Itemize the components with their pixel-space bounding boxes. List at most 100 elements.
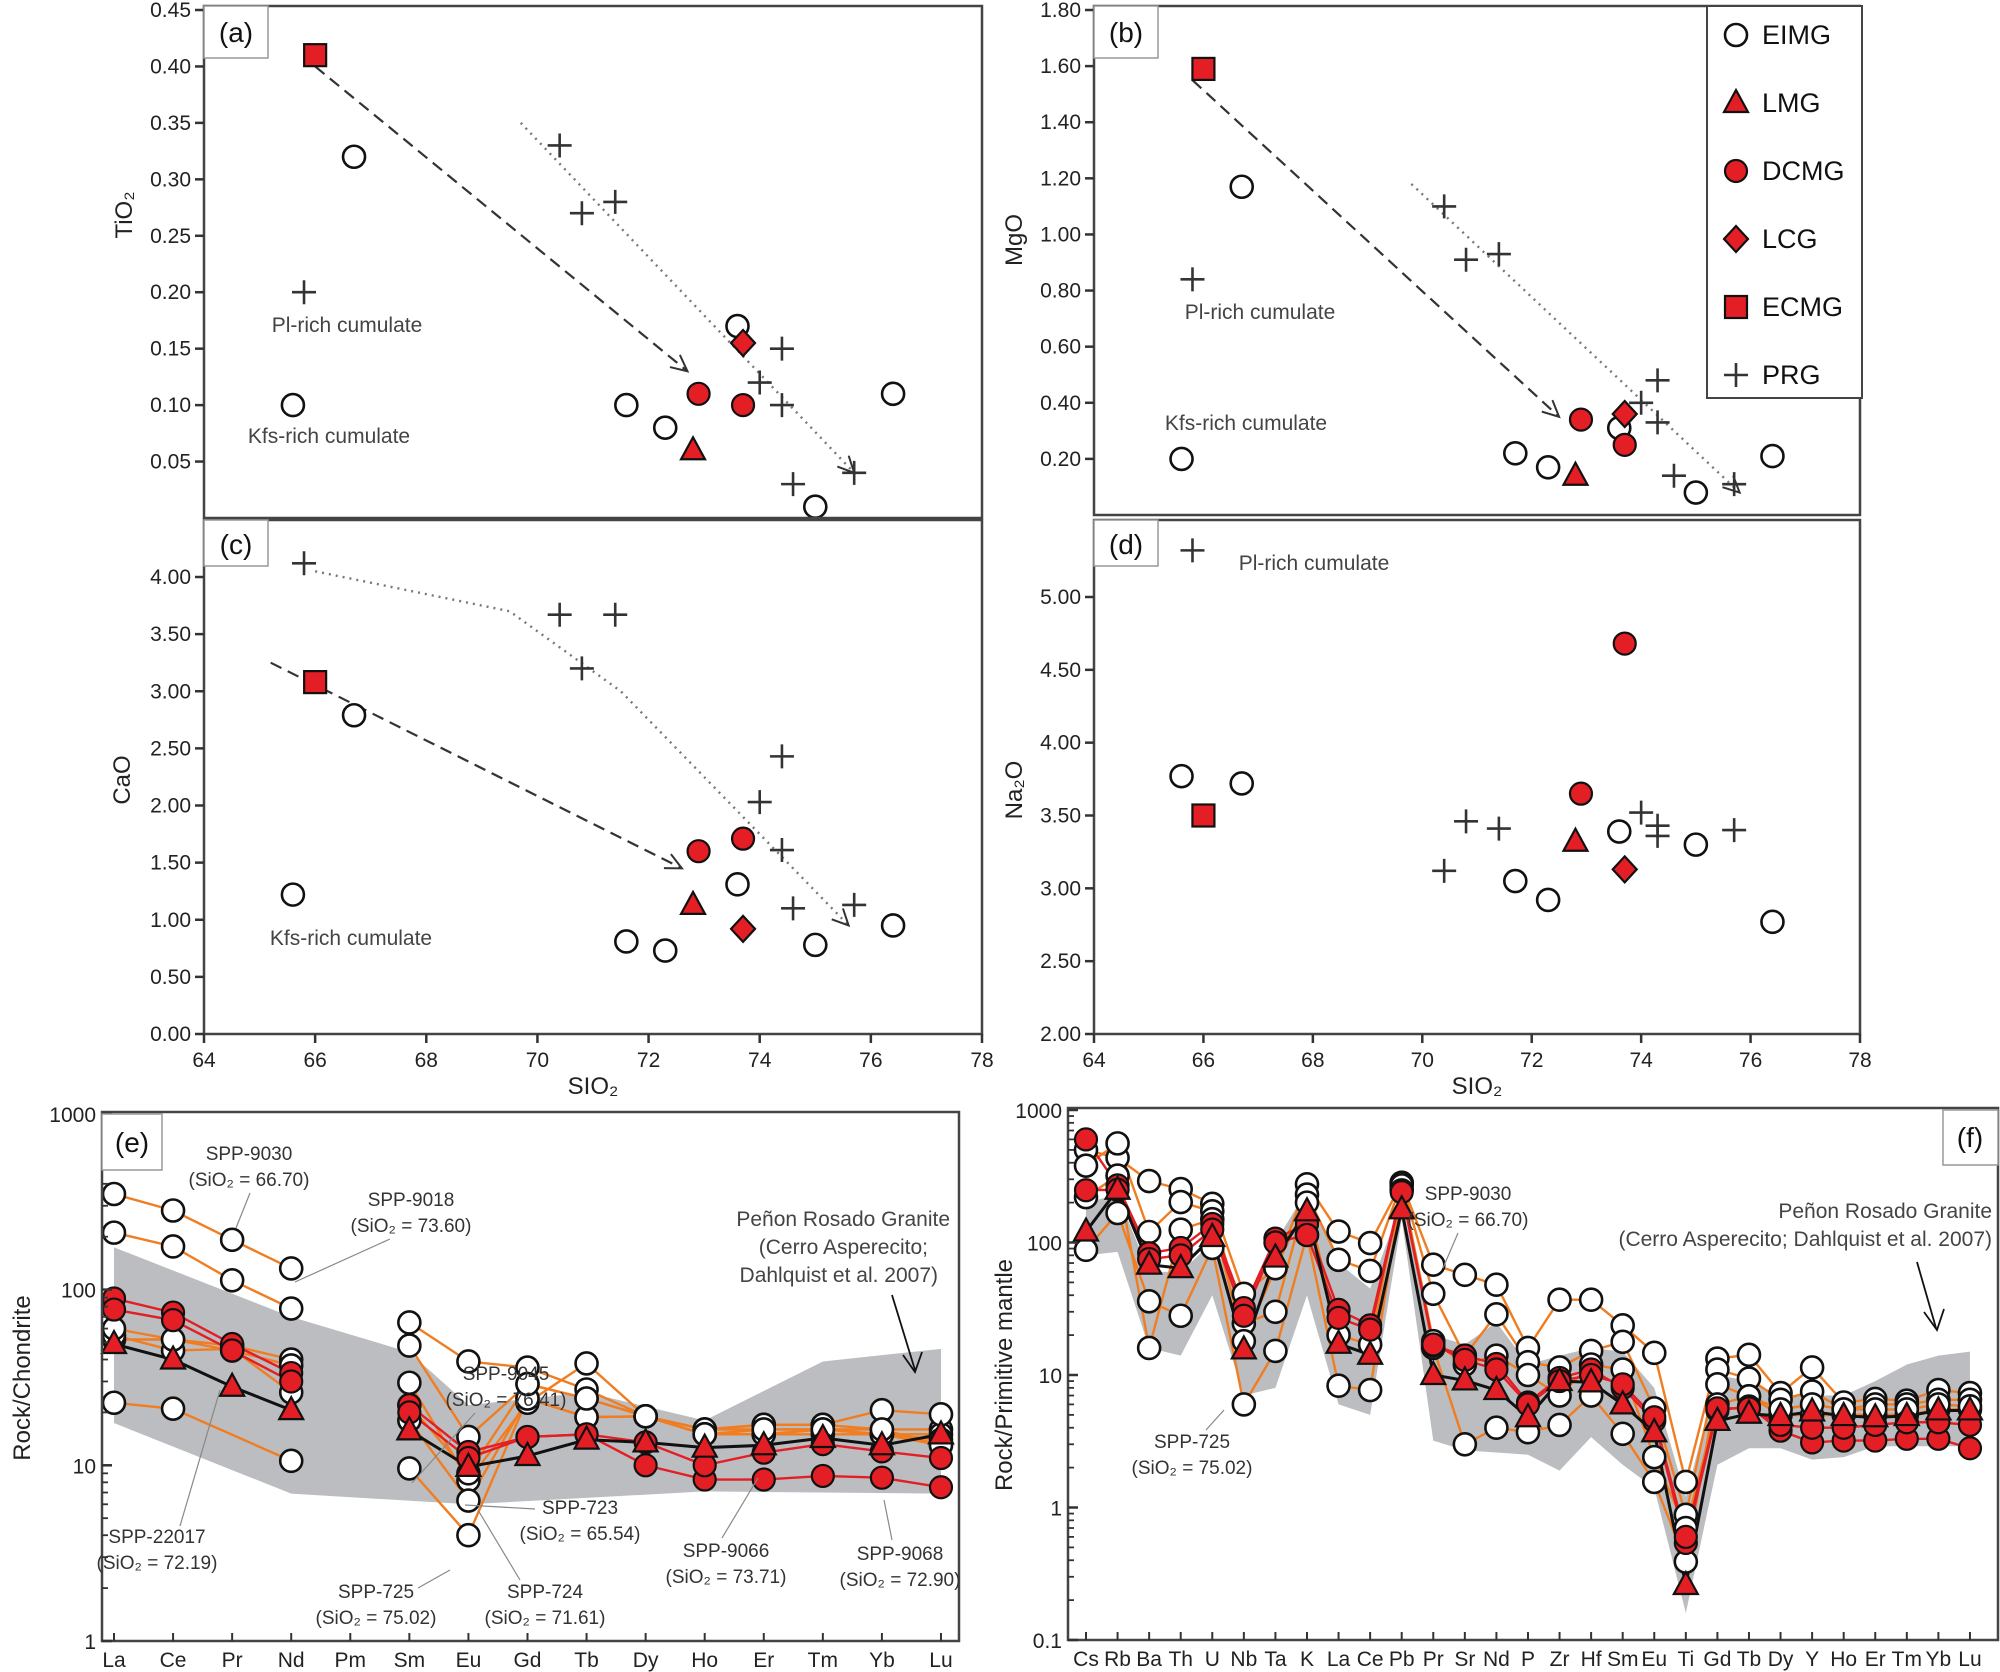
annotation-e-spp-9018: SPP-9018 (SiO₂ = 73.60) [294,1190,471,1283]
y-tick-label: 0.20 [1040,448,1081,471]
point-eimg [341,702,367,728]
point-eimg [160,1396,186,1421]
point-lmg [1198,1221,1227,1248]
label-line: Peñon Rosado Granite [736,1208,950,1231]
y-tick-label: 1.00 [1040,223,1081,246]
point-eimg [456,1488,481,1513]
x-tick-label: Nd [1483,1648,1510,1671]
legend-label-eimg: EIMG [1762,20,1831,50]
point-lmg [679,889,707,915]
point-eimg [1641,1469,1667,1495]
point-lmg [1608,1389,1637,1415]
x-tick-label: Sm [394,1649,426,1672]
y-tick-label: 10 [1039,1365,1062,1388]
label-line: SPP-9030 [206,1144,293,1165]
point-eimg [633,1404,658,1429]
label-line: (Cerro Asperecito; Dahlquist et al. 2007… [1618,1228,1992,1251]
point-eimg [1578,1287,1604,1313]
point-eimg [101,1220,127,1245]
annotation-f-spp-725: SPP-725 (SiO₂ = 75.02) [1132,1409,1253,1479]
legend-label-dcmg: DCMG [1762,156,1845,186]
sample-line-dcmg [408,1411,942,1467]
sample-line-eimg [408,1382,942,1476]
label-line: SPP-9068 [857,1544,944,1565]
y-tick-label: 0.80 [1040,280,1081,303]
plot-frame [100,1110,961,1643]
label-line: (SiO₂ = 75.02) [1132,1458,1253,1479]
point-prg [781,472,806,497]
legend-label-lmg: LMG [1762,88,1821,118]
label-line: (SiO₂ = 65.54) [520,1524,641,1545]
ylabel-d: Na₂O [1001,761,1028,820]
leader-line [294,1238,391,1283]
point-eimg [1683,480,1709,505]
y-tick-label: 0.25 [150,225,191,248]
annotation-f-spp-9030: SPP-9030 (SiO₂ = 66.70) [1408,1184,1529,1269]
point-dcmg [220,1338,245,1363]
y-tick-label: 0.40 [1040,392,1081,415]
y-tick-label: 0.1 [1033,1630,1062,1653]
point-lmg [1892,1400,1921,1427]
point-eimg [278,1256,304,1281]
x-tick-label: Gd [1703,1648,1731,1671]
x-tick-label: Th [1168,1648,1193,1671]
point-prg [603,602,628,627]
point-eimg [1641,1340,1667,1366]
annotation-a-kfs-rich: Kfs-rich cumulate [248,425,410,448]
point-prg [547,133,572,158]
trend-line-dotted [519,122,856,474]
label-line: (SiO₂ = 76.41) [446,1390,567,1411]
point-eimg [1073,1153,1099,1178]
arrow-icon [1916,1261,1937,1329]
x-tick-label: Pb [1389,1648,1415,1671]
y-tick-label: 2.00 [1040,1023,1081,1046]
point-ecmg [1191,803,1216,828]
point-dcmg [160,1308,186,1333]
point-eimg [1263,1338,1288,1364]
point-lmg [159,1344,187,1370]
legend-marker-prg [1724,363,1748,387]
legend-label-prg: PRG [1762,360,1821,390]
sample-line-eimg [408,1361,942,1483]
point-eimg [1169,763,1194,789]
point-dcmg [1568,407,1594,432]
point-lcg [729,328,757,358]
point-lmg [1103,1174,1132,1200]
point-lcg [1611,399,1639,429]
x-tick-label: Cs [1073,1648,1099,1671]
point-lmg [868,1429,896,1456]
point-eimg [280,392,306,418]
y-tick-label: 2.50 [1040,950,1081,973]
plot-frame [202,518,984,1036]
x-tick-label: Gd [513,1649,541,1672]
x-tick-label: Tb [574,1649,599,1672]
point-eimg [1452,1262,1478,1288]
ylabel-b: MgO [1001,214,1028,266]
panel-label-b: (b) [1093,5,1159,59]
point-dcmg [869,1465,895,1490]
leader-line [477,1509,521,1581]
trend-line-dotted [314,570,850,927]
panel-label-d: (d) [1093,519,1159,567]
y-tick-label: 3.00 [150,680,191,703]
label-line: SPP-9018 [368,1190,455,1211]
point-prg [1645,823,1670,848]
point-eimg [1683,832,1709,857]
point-eimg [1357,1258,1383,1284]
point-eimg [1105,1131,1130,1156]
label-line: (SiO₂ = 66.70) [1408,1210,1529,1231]
y-tick-label: 3.50 [150,623,191,646]
point-lmg [1356,1339,1384,1365]
point-eimg [1547,1412,1572,1438]
point-dcmg [1421,1332,1446,1357]
point-eimg [1168,1189,1194,1215]
point-dcmg [686,839,711,864]
point-lmg [1956,1395,1984,1421]
y-tick-label: 1.40 [1040,111,1081,134]
label-line: (SiO₂ = 73.71) [666,1567,787,1588]
point-lmg [1229,1334,1258,1360]
axes-f: 0.1 1 10 100 1000 Cs Rb Ba Th U Nb Ta K La Ce Pb Pr Sr Nd P… [1015,1100,2000,1671]
point-prg [1432,858,1457,883]
point-lmg [1324,1328,1353,1354]
